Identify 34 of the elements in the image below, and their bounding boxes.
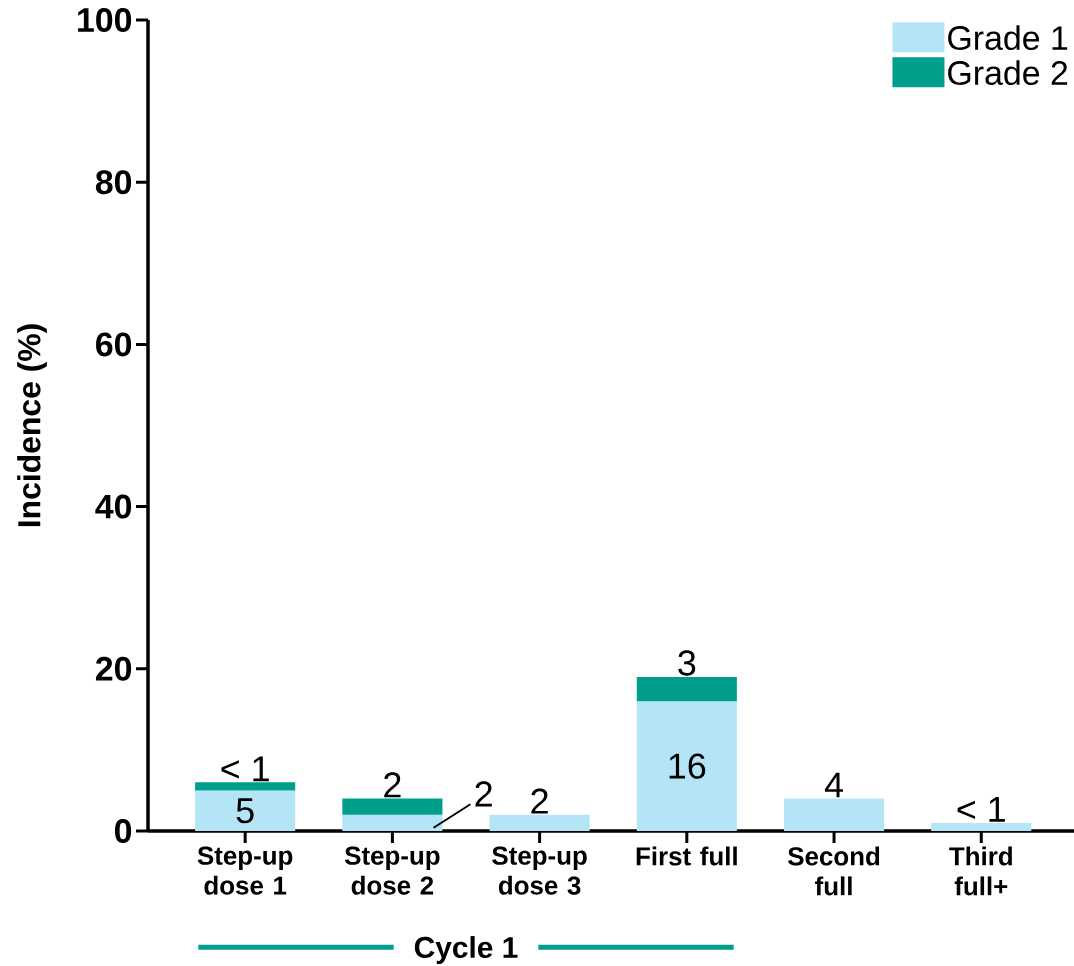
bar — [783, 798, 885, 831]
y-tick-label: 60 — [96, 332, 132, 357]
y-tick-label: 40 — [95, 494, 132, 519]
bar — [489, 814, 590, 831]
x-tick-label: Third full+ — [949, 846, 1012, 896]
y-tick-label: 100 — [78, 7, 132, 32]
x-tick-label: First full — [636, 846, 737, 866]
bar — [636, 676, 737, 702]
data-label: < 1 — [221, 756, 269, 782]
data-label: 2 — [531, 788, 548, 814]
data-label: 16 — [669, 753, 706, 779]
y-axis-title: Incidence (%) — [17, 324, 47, 527]
bar — [195, 790, 296, 831]
x-tick-label: Step-up dose 2 — [344, 846, 440, 895]
data-label: < 1 — [957, 797, 1005, 822]
bar — [636, 701, 737, 831]
y-tick-label: 80 — [95, 170, 132, 195]
bar — [342, 814, 443, 831]
x-tick-label: Step-up dose 1 — [197, 846, 293, 895]
bar — [195, 782, 296, 791]
data-label: 3 — [678, 650, 696, 676]
text: Cycle 1 — [414, 936, 518, 964]
x-tick-label: Second full — [788, 846, 880, 896]
bar — [342, 798, 443, 815]
y-tick-label: 20 — [95, 656, 132, 681]
legend-label: Grade 1 — [948, 25, 1068, 51]
data-label: 4 — [824, 772, 843, 798]
data-label: 2 — [384, 772, 401, 798]
data-label: 5 — [236, 798, 254, 824]
y-tick-label: 0 — [114, 819, 132, 843]
bar — [931, 822, 1032, 831]
data-label: 2 — [475, 781, 492, 807]
legend-label: Grade 2 — [948, 60, 1068, 86]
x-tick-label: Step-up dose 3 — [492, 846, 587, 895]
